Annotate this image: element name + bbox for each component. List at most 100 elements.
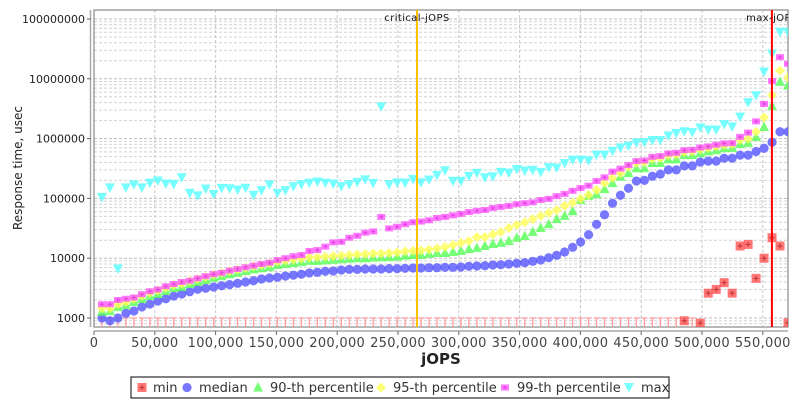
data-point <box>471 168 482 179</box>
data-point <box>447 246 458 256</box>
circle-marker <box>695 157 705 167</box>
data-point <box>552 250 562 260</box>
below-range-marker <box>481 317 488 327</box>
data-point <box>495 227 506 238</box>
data-point <box>512 258 522 268</box>
data-point <box>736 133 745 140</box>
clipped-indicator <box>322 317 329 327</box>
triangle-down-marker <box>344 180 355 190</box>
below-range-marker <box>386 317 393 327</box>
circle-marker <box>416 263 426 273</box>
below-range-marker <box>569 317 576 327</box>
triangle-up-marker <box>519 230 530 241</box>
clipped-indicator <box>537 317 544 327</box>
data-point <box>487 172 498 182</box>
circle-marker <box>591 219 602 229</box>
data-point <box>177 278 186 285</box>
data-point <box>439 166 450 176</box>
data-point <box>551 163 562 174</box>
circle-marker <box>201 283 211 293</box>
data-point <box>743 98 754 108</box>
data-point <box>567 155 578 166</box>
triangle-down-marker <box>503 168 514 179</box>
circle-marker <box>759 143 769 153</box>
triangle-down-marker <box>687 128 698 138</box>
diamond-marker <box>328 250 339 261</box>
data-point <box>448 262 458 272</box>
clipped-indicator <box>561 317 568 327</box>
marker-cross <box>235 266 240 271</box>
marker-cross <box>785 320 788 326</box>
marker-cross <box>610 169 615 174</box>
marker-cross <box>626 163 631 168</box>
data-point <box>128 180 139 190</box>
marker-cross <box>131 295 136 300</box>
circle-marker <box>182 382 192 393</box>
data-point <box>472 261 482 271</box>
data-point <box>480 206 489 213</box>
data-point <box>751 146 761 157</box>
diamond-marker <box>535 210 546 221</box>
below-range-marker <box>178 317 185 327</box>
data-point <box>528 256 538 266</box>
data-point <box>607 198 618 208</box>
data-point <box>432 243 443 254</box>
below-range-marker <box>601 317 608 327</box>
data-point <box>192 191 203 201</box>
legend-marker-1 <box>182 382 192 393</box>
data-point <box>759 143 769 153</box>
marker-cross <box>347 235 352 240</box>
triangle-down-marker <box>623 141 634 152</box>
diamond-marker <box>360 249 371 260</box>
data-point <box>503 222 514 233</box>
marker-cross <box>307 248 312 253</box>
clipped-indicator <box>250 317 257 327</box>
data-point <box>361 229 370 236</box>
circle-marker <box>177 289 187 299</box>
data-point <box>503 168 514 179</box>
data-point <box>640 157 649 164</box>
marker-cross <box>602 175 607 180</box>
data-point <box>704 143 713 150</box>
below-range-marker <box>402 317 409 327</box>
triangle-down-marker <box>144 178 155 189</box>
marker-cross <box>427 218 432 223</box>
below-range-marker <box>657 317 664 327</box>
triangle-up-marker <box>439 247 450 258</box>
diamond-marker <box>336 250 347 261</box>
below-range-marker <box>561 317 568 327</box>
data-point <box>257 260 266 267</box>
triangle-down-marker <box>392 178 403 188</box>
data-point <box>583 230 594 240</box>
triangle-up-marker <box>543 218 554 229</box>
marker-cross <box>761 255 767 261</box>
below-range-marker <box>394 317 401 327</box>
data-point <box>304 252 315 263</box>
data-point <box>560 190 569 197</box>
marker-cross <box>419 219 424 224</box>
below-range-marker <box>673 317 680 327</box>
data-point <box>751 273 761 283</box>
data-point <box>711 156 721 166</box>
circle-marker <box>488 260 498 270</box>
below-range-marker <box>545 317 552 327</box>
below-range-marker <box>473 317 480 327</box>
below-range-marker <box>441 317 448 327</box>
data-point <box>471 242 482 253</box>
data-point <box>655 169 665 179</box>
marker-cross <box>746 130 751 135</box>
data-point <box>161 294 171 304</box>
triangle-up-marker <box>487 238 498 248</box>
data-point <box>113 296 122 303</box>
data-point <box>471 232 482 243</box>
data-point <box>393 223 402 230</box>
data-point <box>352 177 363 188</box>
clipped-indicator <box>378 317 385 327</box>
marker-cross <box>395 224 400 229</box>
data-point <box>392 247 403 258</box>
triangle-down-marker <box>312 177 323 188</box>
circle-marker <box>631 176 642 186</box>
data-point <box>535 222 546 232</box>
data-point <box>385 225 394 232</box>
circle-marker <box>288 270 299 280</box>
